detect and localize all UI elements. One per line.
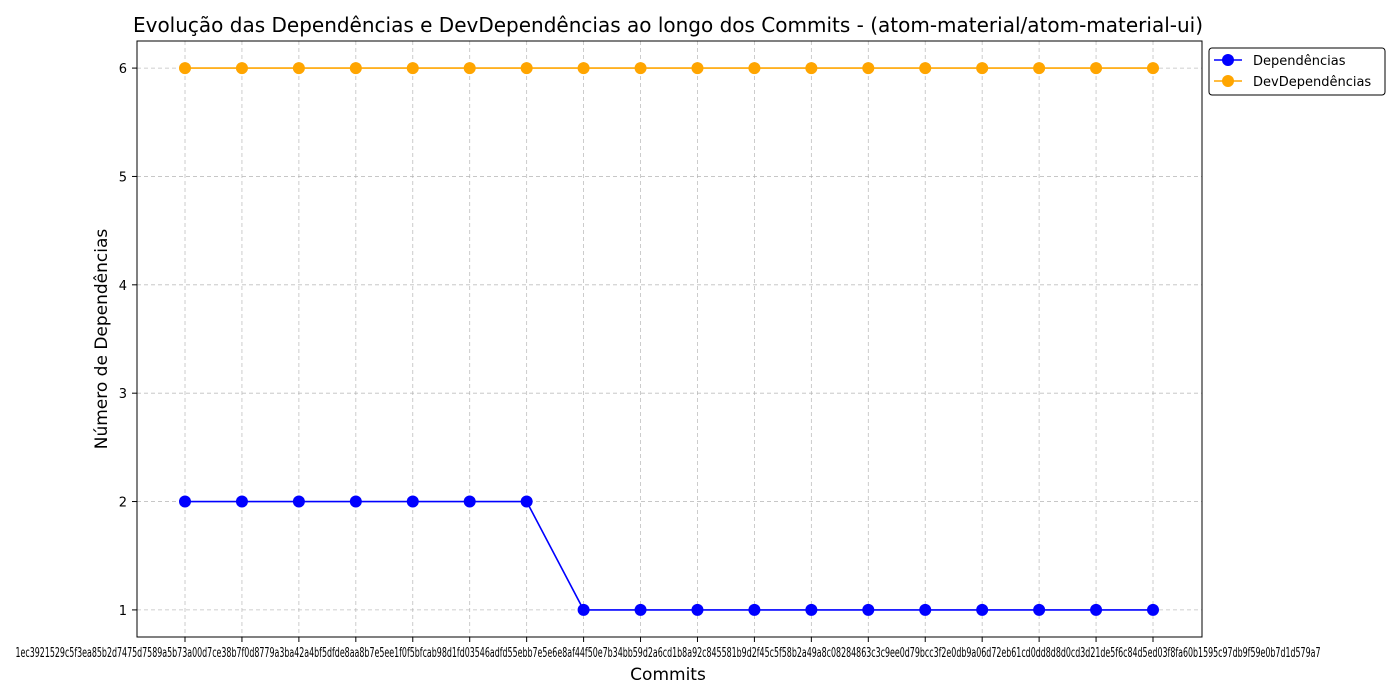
legend-marker-devdependencias [1222, 75, 1234, 87]
data-point-series-1 [1147, 62, 1159, 75]
data-point-series-1 [292, 62, 305, 75]
data-point-series-1 [577, 62, 590, 75]
data-point-series-0 [463, 495, 476, 508]
data-point-series-1 [179, 62, 191, 75]
data-point-series-1 [1090, 62, 1103, 75]
data-point-series-1 [349, 62, 362, 75]
x-axis-ticks [184, 637, 1154, 642]
y-tick-label: 6 [119, 62, 127, 77]
data-point-series-0 [520, 495, 533, 508]
data-point-series-1 [634, 62, 647, 75]
y-tick-label: 4 [119, 279, 127, 294]
data-point-series-1 [463, 62, 476, 75]
data-point-series-0 [235, 495, 248, 508]
data-point-series-0 [805, 603, 818, 616]
y-tick-label: 1 [119, 604, 127, 619]
data-point-series-0 [1033, 603, 1046, 616]
y-tick-label: 3 [119, 387, 127, 402]
data-point-series-1 [235, 62, 248, 75]
legend-label-dependencias: Dependências [1253, 54, 1346, 69]
data-point-series-0 [976, 603, 989, 616]
data-point-series-0 [691, 603, 704, 616]
series-line-0 [185, 500, 1153, 611]
data-point-series-0 [349, 495, 362, 508]
y-axis-label: Número de Dependências [92, 229, 112, 450]
data-point-series-1 [406, 62, 419, 75]
chart-title: Evolução das Dependências e DevDependênc… [133, 13, 1203, 37]
data-point-series-0 [577, 603, 590, 616]
data-point-series-1 [862, 62, 875, 75]
data-point-series-1 [976, 62, 989, 75]
data-point-series-1 [748, 62, 761, 75]
legend: Dependências DevDependências [1208, 47, 1386, 96]
data-point-series-0 [406, 495, 419, 508]
x-axis-label: Commits [630, 665, 706, 685]
data-point-series-0 [1090, 603, 1103, 616]
series-lines [179, 62, 1159, 616]
plot-frame [136, 40, 1203, 638]
data-point-series-0 [292, 495, 305, 508]
data-point-series-0 [634, 603, 647, 616]
legend-box [1208, 47, 1386, 96]
data-point-series-0 [1147, 603, 1159, 616]
data-point-series-0 [179, 495, 191, 508]
legend-label-devdependencias: DevDependências [1253, 75, 1371, 90]
legend-marker-dependencias [1222, 54, 1234, 66]
data-point-series-0 [748, 603, 761, 616]
data-point-series-0 [919, 603, 932, 616]
data-point-series-1 [1033, 62, 1046, 75]
data-point-series-1 [520, 62, 533, 75]
data-point-series-0 [862, 603, 875, 616]
y-tick-label: 2 [119, 496, 127, 511]
y-tick-label: 5 [119, 170, 127, 185]
data-point-series-1 [691, 62, 704, 75]
x-tick-text: 1ec3921529c5f3ea85b2d7475d7589a5b73a00d7… [16, 646, 1321, 661]
data-point-series-1 [919, 62, 932, 75]
data-point-series-1 [805, 62, 818, 75]
y-axis-ticks: 1 2 3 4 5 6 [119, 62, 137, 619]
